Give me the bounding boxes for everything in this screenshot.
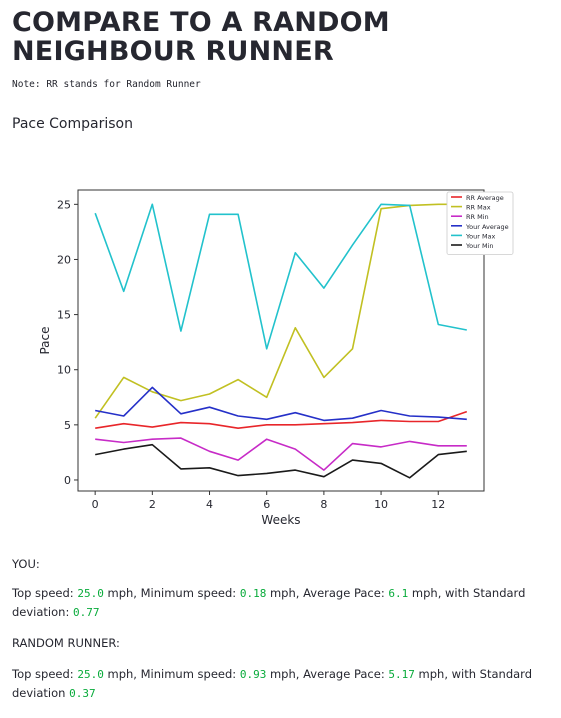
series-line-rr-min — [95, 438, 467, 470]
you-min-label: mph, Minimum speed: — [108, 586, 237, 600]
random-runner-stats: Top speed: 25.0 mph, Minimum speed: 0.93… — [12, 665, 542, 703]
legend-label: Your Average — [465, 223, 509, 231]
x-tick-label: 4 — [206, 498, 213, 511]
series-line-rr-average — [95, 412, 467, 429]
rr-top-label: Top speed: — [12, 667, 74, 681]
rr-min-label: mph, Minimum speed: — [108, 667, 237, 681]
you-stats: Top speed: 25.0 mph, Minimum speed: 0.18… — [12, 584, 542, 622]
x-tick-label: 12 — [431, 498, 445, 511]
rr-avg-pace-value: 5.17 — [388, 668, 415, 681]
you-std-dev-value: 0.77 — [73, 606, 100, 619]
series-line-your-max — [95, 204, 467, 348]
x-tick-label: 0 — [92, 498, 99, 511]
y-tick-label: 15 — [57, 309, 71, 322]
y-tick-label: 10 — [57, 364, 71, 377]
x-tick-label: 2 — [149, 498, 156, 511]
x-tick-label: 8 — [320, 498, 327, 511]
legend-label: Your Min — [465, 242, 493, 250]
you-min-speed-value: 0.18 — [240, 587, 267, 600]
you-avg-label: mph, Average Pace: — [270, 586, 385, 600]
y-tick-label: 25 — [57, 198, 71, 211]
legend-label: RR Min — [466, 213, 489, 221]
series-line-your-min — [95, 445, 467, 478]
y-axis-label: Pace — [38, 326, 52, 354]
you-heading: YOU: — [12, 555, 542, 574]
legend-label: RR Max — [466, 204, 491, 212]
rr-std-dev-value: 0.37 — [69, 687, 96, 700]
you-top-speed-value: 25.0 — [77, 587, 104, 600]
series-line-rr-max — [95, 204, 467, 418]
rr-min-speed-value: 0.93 — [240, 668, 267, 681]
you-avg-pace-value: 6.1 — [388, 587, 408, 600]
you-top-label: Top speed: — [12, 586, 74, 600]
page-title: COMPARE TO A RANDOM NEIGHBOUR RUNNER — [12, 8, 552, 66]
y-tick-label: 0 — [64, 474, 71, 487]
pace-comparison-chart: 0 5 10 15 20 25 0 2 4 6 8 10 12 Weeks Pace RR Average RR… — [0, 180, 561, 530]
x-tick-label: 10 — [374, 498, 388, 511]
legend-label: RR Average — [466, 194, 504, 202]
plot-frame — [78, 190, 484, 491]
y-tick-label: 5 — [64, 419, 71, 432]
x-tick-label: 6 — [263, 498, 270, 511]
chart-section-title: Pace Comparison — [12, 116, 133, 132]
legend-label: Your Max — [465, 232, 496, 240]
rr-avg-label: mph, Average Pace: — [270, 667, 385, 681]
series-line-your-average — [95, 387, 467, 420]
random-runner-heading: RANDOM RUNNER: — [12, 634, 542, 653]
x-axis-label: Weeks — [261, 513, 300, 527]
rr-top-speed-value: 25.0 — [77, 668, 104, 681]
y-tick-label: 20 — [57, 253, 71, 266]
note-text: Note: RR stands for Random Runner — [12, 79, 201, 90]
